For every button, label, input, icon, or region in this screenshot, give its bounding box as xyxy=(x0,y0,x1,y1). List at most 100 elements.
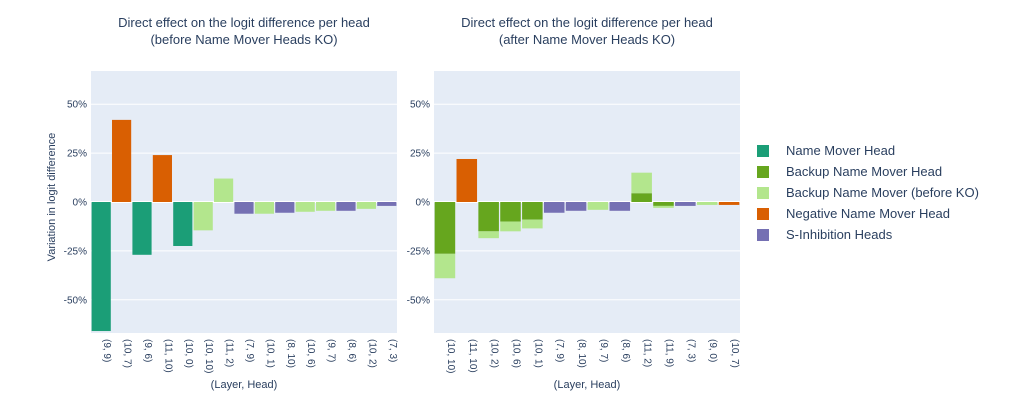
x-axis-title: (Layer, Head) xyxy=(211,379,278,391)
y-tick-label: -25% xyxy=(407,246,430,257)
right-chart: -50% -25% 0% 25% 50% (10, 10) (11, 10) (10, 2) (… xyxy=(407,71,740,391)
bar xyxy=(336,202,356,211)
x-tick-label: (11, 10) xyxy=(467,339,478,373)
left-chart-title-line1: Direct effect on the logit difference pe… xyxy=(118,15,370,30)
bar xyxy=(587,202,609,210)
legend-swatch xyxy=(757,165,769,178)
y-tick-label: -50% xyxy=(64,295,87,306)
legend-item[interactable]: Backup Name Mover (before KO) xyxy=(757,182,979,203)
bar xyxy=(696,202,718,205)
left-chart-title-line2: (before Name Mover Heads KO) xyxy=(150,32,338,47)
x-tick-label: (9, 7) xyxy=(326,339,337,362)
bar xyxy=(234,202,254,214)
bar xyxy=(631,193,652,202)
bar xyxy=(609,202,631,211)
x-tick-label: (10, 2) xyxy=(366,339,377,368)
bar xyxy=(500,202,521,222)
legend-label: Name Mover Head xyxy=(786,143,896,158)
bar xyxy=(456,158,478,202)
x-tick-label: (10, 0) xyxy=(183,339,194,368)
bar xyxy=(434,253,456,279)
x-tick-label: (10, 10) xyxy=(203,339,214,373)
bar xyxy=(653,202,674,206)
legend-item[interactable]: Negative Name Mover Head xyxy=(757,203,979,224)
bar xyxy=(275,202,295,213)
x-tick-label: (10, 1) xyxy=(264,339,275,368)
x-tick-label: (9, 9) xyxy=(101,339,112,362)
legend-item[interactable]: Name Mover Head xyxy=(757,140,979,161)
y-tick-label: 0% xyxy=(416,198,431,209)
legend-label: S-Inhibition Heads xyxy=(786,227,893,242)
x-tick-label: (8, 6) xyxy=(346,339,357,362)
bar xyxy=(522,219,543,229)
y-tick-label: 25% xyxy=(67,149,87,160)
x-tick-label: (10, 1) xyxy=(532,339,543,368)
x-axis-title: (Layer, Head) xyxy=(554,379,621,391)
x-tick-label: (10, 10) xyxy=(445,339,456,373)
legend-label: Backup Name Mover (before KO) xyxy=(786,185,979,200)
bar xyxy=(193,202,213,231)
y-tick-label: 0% xyxy=(73,198,88,209)
x-tick-label: (7, 3) xyxy=(685,339,696,362)
legend-swatch xyxy=(757,144,769,157)
y-tick-label: 25% xyxy=(410,149,430,160)
bar xyxy=(173,202,193,246)
y-tick-label: -25% xyxy=(64,246,87,257)
legend-swatch xyxy=(757,228,769,241)
y-axis-title: Variation in logit difference xyxy=(46,133,58,262)
bar xyxy=(254,202,274,214)
bar xyxy=(91,202,111,332)
x-tick-label: (9, 0) xyxy=(707,339,718,362)
x-tick-label: (10, 7) xyxy=(122,339,133,368)
x-tick-label: (10, 6) xyxy=(511,339,522,368)
legend-swatch xyxy=(757,186,769,199)
bar xyxy=(434,202,456,254)
right-chart-title: Direct effect on the logit difference pe… xyxy=(434,14,740,48)
y-tick-label: 50% xyxy=(67,100,87,111)
legend-label: Backup Name Mover Head xyxy=(786,164,943,179)
legend: Name Mover Head Backup Name Mover Head Bac… xyxy=(757,140,979,245)
left-chart: -50% -25% 0% 25% 50% (9, 9) (10, 7) (9, 6) (11, … xyxy=(46,71,398,391)
bar xyxy=(132,202,152,255)
x-tick-label: (11, 2) xyxy=(642,339,653,367)
x-tick-label: (8, 10) xyxy=(576,339,587,368)
bar xyxy=(478,202,499,232)
bar xyxy=(377,202,397,206)
x-tick-label: (10, 7) xyxy=(729,339,740,368)
legend-item[interactable]: S-Inhibition Heads xyxy=(757,224,979,245)
bar xyxy=(478,231,499,239)
legend-swatch xyxy=(757,207,769,220)
x-tick-label: (11, 9) xyxy=(664,339,675,367)
bar xyxy=(214,178,234,202)
bar xyxy=(112,119,132,202)
x-tick-label: (10, 6) xyxy=(305,339,316,368)
legend-label: Negative Name Mover Head xyxy=(786,206,951,221)
x-tick-label: (10, 2) xyxy=(489,339,500,368)
bar xyxy=(543,202,565,213)
legend-item[interactable]: Backup Name Mover Head xyxy=(757,161,979,182)
left-chart-title: Direct effect on the logit difference pe… xyxy=(91,14,397,48)
bar xyxy=(653,205,674,208)
right-chart-title-line2: (after Name Mover Heads KO) xyxy=(498,32,676,47)
bar xyxy=(675,202,696,206)
bar xyxy=(522,202,543,220)
x-tick-label: (8, 6) xyxy=(620,339,631,362)
bar xyxy=(295,202,315,212)
x-tick-label: (9, 6) xyxy=(142,339,153,362)
bar xyxy=(152,155,172,202)
x-tick-label: (7, 9) xyxy=(244,339,255,362)
x-tick-label: (11, 10) xyxy=(162,339,173,373)
x-tick-label: (9, 7) xyxy=(598,339,609,362)
bar xyxy=(631,172,652,194)
x-tick-label: (8, 10) xyxy=(285,339,296,368)
y-tick-label: -50% xyxy=(407,295,430,306)
bar xyxy=(718,202,740,205)
bar xyxy=(316,202,336,211)
x-tick-label: (7, 9) xyxy=(554,339,565,362)
x-tick-label: (7, 3) xyxy=(387,339,398,362)
bar xyxy=(565,202,587,211)
right-chart-title-line1: Direct effect on the logit difference pe… xyxy=(461,15,713,30)
y-tick-label: 50% xyxy=(410,100,430,111)
x-tick-label: (11, 2) xyxy=(224,339,235,367)
